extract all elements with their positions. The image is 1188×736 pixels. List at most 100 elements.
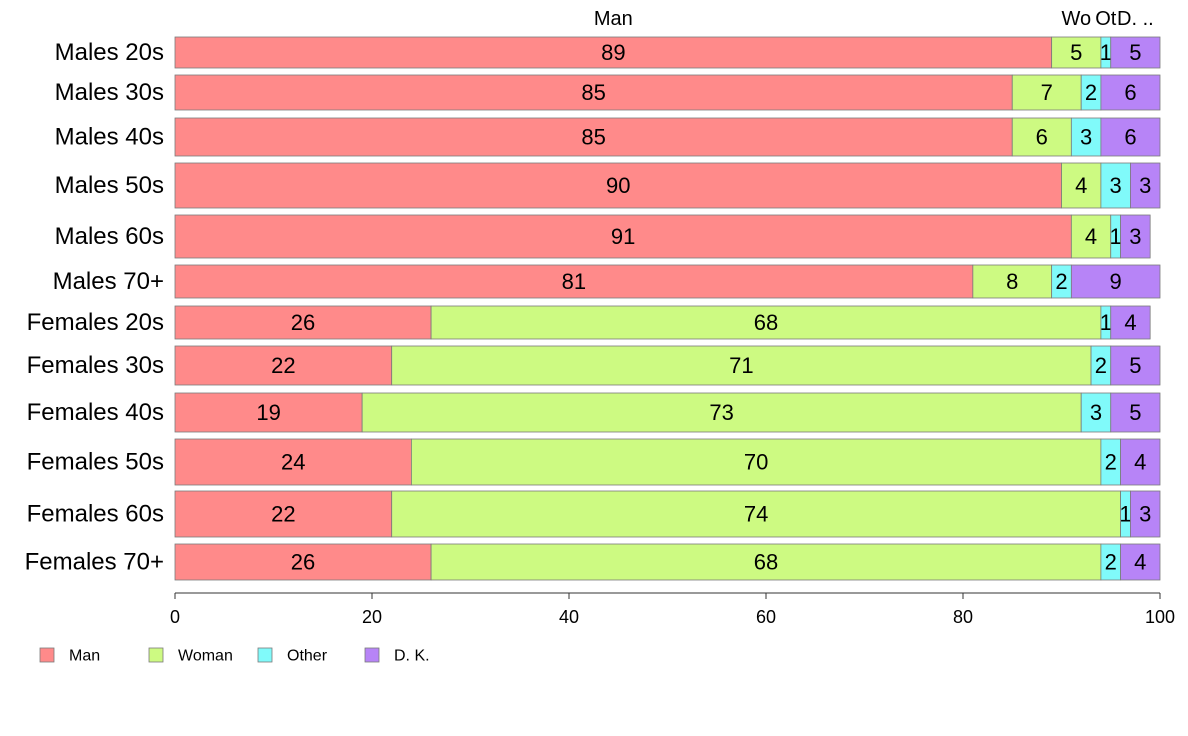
category-label: Females 60s (27, 501, 164, 528)
data-label: 71 (729, 353, 753, 378)
data-label: 3 (1110, 173, 1122, 198)
data-label: 3 (1139, 502, 1151, 527)
data-label: 85 (581, 125, 605, 150)
data-label: 4 (1134, 450, 1146, 475)
data-label: 89 (601, 40, 625, 65)
bar-segment (174, 490, 393, 538)
bar-segment (174, 543, 432, 581)
x-tick-label: 80 (953, 607, 973, 627)
data-label: 22 (271, 502, 295, 527)
data-label: 9 (1110, 269, 1122, 294)
top-series-label: D. .. (1117, 8, 1154, 30)
legend-swatch (39, 647, 55, 663)
bar-segment (361, 392, 1082, 433)
category-label: Males 60s (55, 223, 164, 250)
bar-segment (1130, 162, 1161, 209)
bar-segment (1080, 392, 1112, 433)
bar-segment (1120, 543, 1161, 581)
data-label: 3 (1080, 125, 1092, 150)
data-label: 4 (1075, 173, 1087, 198)
bar-segment (1061, 162, 1102, 209)
bar-segment (174, 392, 363, 433)
x-tick-label: 20 (362, 607, 382, 627)
bar-segment (1070, 264, 1161, 299)
data-label: 4 (1124, 310, 1136, 335)
data-label: 24 (281, 450, 305, 475)
data-label: 19 (256, 400, 280, 425)
data-label: 26 (291, 310, 315, 335)
bar-segment (1100, 117, 1161, 157)
top-series-label: Man (594, 8, 633, 30)
bar-segment (1070, 214, 1112, 259)
category-label: Males 50s (55, 172, 164, 199)
category-label: Females 40s (27, 399, 164, 426)
bar-segment (1110, 392, 1161, 433)
legend-swatch (364, 647, 380, 663)
data-label: 1 (1119, 502, 1131, 527)
data-label: 2 (1055, 269, 1067, 294)
bar-segment (174, 214, 1072, 259)
data-label: 2 (1105, 550, 1117, 575)
data-label: 5 (1070, 40, 1082, 65)
bar-segment (174, 117, 1013, 157)
x-tick-label: 60 (756, 607, 776, 627)
bar-segment (1051, 36, 1102, 69)
data-label: 91 (611, 224, 635, 249)
bar-segment (174, 162, 1062, 209)
data-label: 74 (744, 502, 768, 527)
bar-segment (430, 305, 1102, 340)
bar-segment (1011, 74, 1082, 111)
data-label: 6 (1036, 125, 1048, 150)
data-label: 68 (754, 550, 778, 575)
data-label: 8 (1006, 269, 1018, 294)
data-label: 7 (1041, 80, 1053, 105)
category-label: Males 40s (55, 124, 164, 151)
data-label: 5 (1129, 40, 1141, 65)
data-label: 81 (562, 269, 586, 294)
category-label: Females 70+ (25, 549, 164, 576)
bar-segment (1130, 490, 1161, 538)
category-label: Males 70+ (53, 268, 164, 295)
bar-segment (174, 36, 1053, 69)
data-label: 5 (1129, 353, 1141, 378)
bar-segment (391, 490, 1122, 538)
data-label: 73 (709, 400, 733, 425)
data-label: 2 (1105, 450, 1117, 475)
data-label: 70 (744, 450, 768, 475)
data-label: 3 (1129, 224, 1141, 249)
bar-segment (174, 305, 432, 340)
category-label: Females 30s (27, 352, 164, 379)
legend-swatch (148, 647, 164, 663)
category-label: Males 20s (55, 39, 164, 66)
legend-label: Woman (178, 648, 233, 665)
legend-label: D. K. (394, 648, 430, 665)
bar-segment (1110, 345, 1161, 386)
data-label: 6 (1124, 125, 1136, 150)
data-label: 4 (1085, 224, 1097, 249)
data-label: 5 (1129, 400, 1141, 425)
bar-segment (391, 345, 1092, 386)
x-tick-label: 40 (559, 607, 579, 627)
data-label: 4 (1134, 550, 1146, 575)
bar-segment (174, 438, 412, 486)
category-label: Males 30s (55, 79, 164, 106)
x-tick-label: 0 (170, 607, 180, 627)
data-label: 85 (581, 80, 605, 105)
bar-segment (410, 438, 1102, 486)
top-series-label: Ot (1095, 8, 1117, 30)
bar-segment (1011, 117, 1072, 157)
data-label: 6 (1124, 80, 1136, 105)
bar-segment (972, 264, 1053, 299)
data-label: 3 (1139, 173, 1151, 198)
bar-segment (174, 345, 393, 386)
category-label: Females 20s (27, 309, 164, 336)
top-series-label: Wo (1061, 8, 1091, 30)
legend-label: Other (287, 648, 328, 665)
data-label: 2 (1085, 80, 1097, 105)
data-label: 3 (1090, 400, 1102, 425)
data-label: 1 (1100, 40, 1112, 65)
bar-segment (1110, 36, 1161, 69)
data-label: 22 (271, 353, 295, 378)
bar-segment (1100, 74, 1161, 111)
